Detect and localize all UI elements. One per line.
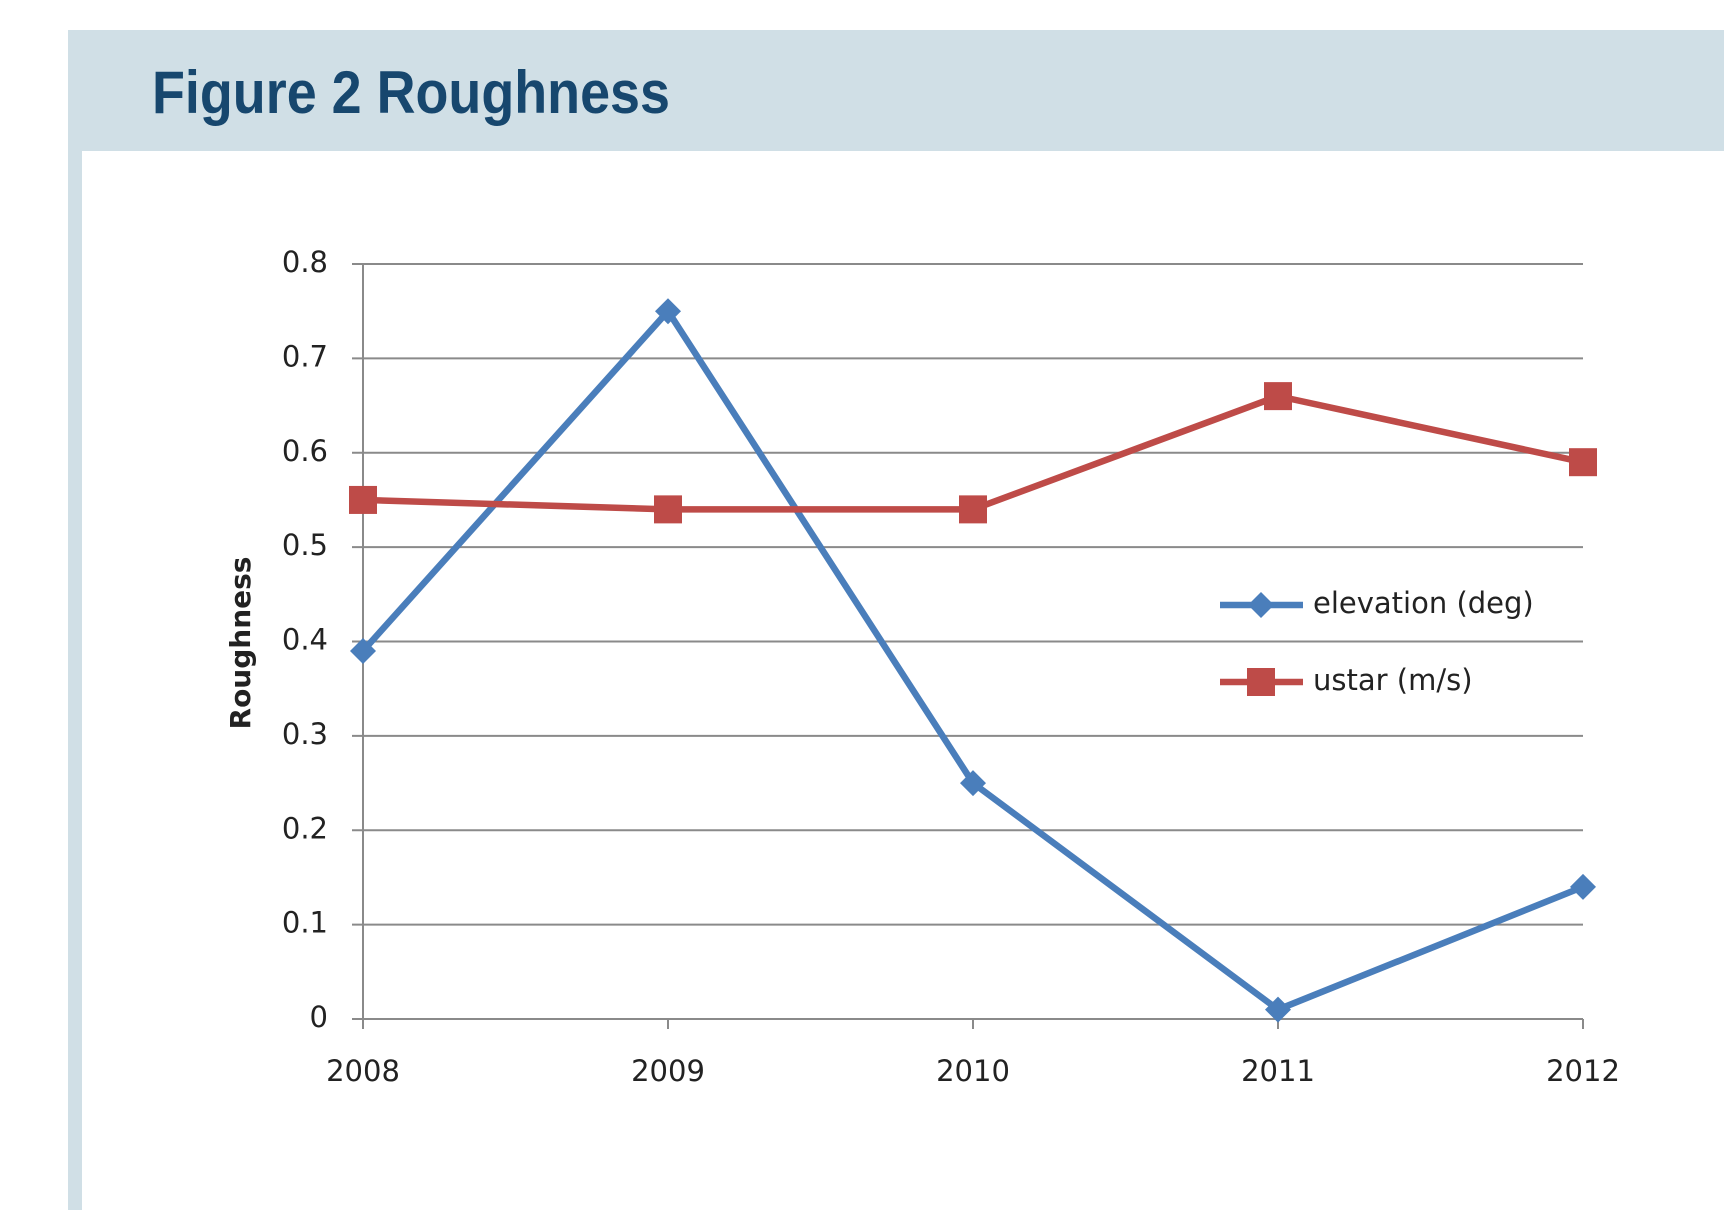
y-tick-label: 0.8 bbox=[282, 245, 328, 279]
x-tick-label: 2012 bbox=[1546, 1054, 1620, 1088]
chart-title: Figure 2 Roughness bbox=[152, 59, 670, 126]
y-tick-label: 0.2 bbox=[282, 811, 328, 845]
legend-marker bbox=[1247, 668, 1275, 696]
series-marker bbox=[350, 637, 376, 664]
x-tick-label: 2008 bbox=[326, 1054, 400, 1088]
header-band bbox=[68, 30, 1724, 151]
series-marker bbox=[1265, 996, 1291, 1023]
series-marker bbox=[959, 495, 987, 524]
x-tick-label: 2009 bbox=[631, 1054, 705, 1088]
legend-label: elevation (deg) bbox=[1313, 586, 1534, 620]
y-axis-label: Roughness bbox=[224, 557, 257, 730]
y-tick-label: 0.5 bbox=[282, 528, 328, 562]
x-tick-label: 2011 bbox=[1241, 1054, 1315, 1088]
series-marker bbox=[960, 770, 986, 797]
y-tick-label: 0.4 bbox=[282, 623, 328, 657]
legend-marker bbox=[1248, 592, 1274, 618]
series-marker bbox=[349, 485, 377, 514]
series-line bbox=[360, 307, 1585, 1013]
series-marker bbox=[1570, 873, 1596, 900]
series-marker bbox=[654, 495, 682, 524]
y-tick-label: 0.1 bbox=[282, 906, 328, 940]
x-tick-label: 2010 bbox=[936, 1054, 1010, 1088]
series-marker bbox=[1569, 448, 1597, 477]
legend-label: ustar (m/s) bbox=[1313, 663, 1473, 697]
y-tick-label: 0.3 bbox=[282, 717, 328, 751]
series-marker bbox=[655, 298, 681, 325]
y-tick-label: 0.6 bbox=[282, 434, 328, 468]
y-tick-label: 0.7 bbox=[282, 339, 328, 373]
y-tick-label: 0 bbox=[310, 1000, 328, 1034]
side-border bbox=[68, 151, 82, 1210]
series-marker bbox=[1264, 382, 1292, 411]
